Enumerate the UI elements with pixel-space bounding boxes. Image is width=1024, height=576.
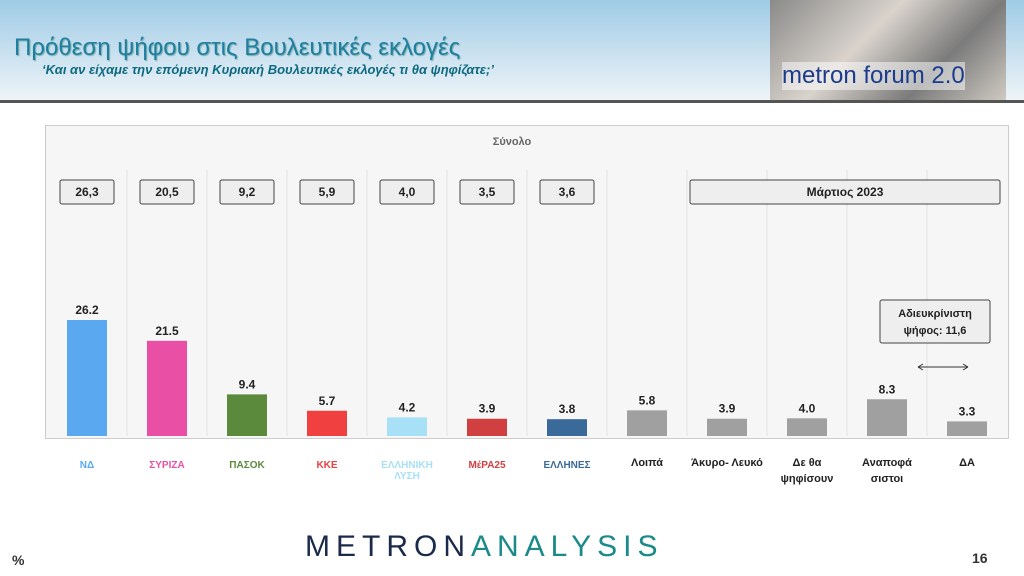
- page-number: 16: [972, 550, 988, 566]
- previous-value: 20,5: [155, 185, 179, 199]
- previous-value-box: [539, 179, 595, 205]
- category-label: Δε θα ψηφίσουν: [780, 457, 834, 485]
- annotation-text: Αδιευκρίνιστη: [898, 308, 972, 320]
- unit-label: %: [12, 552, 25, 568]
- forum-logo: metron forum 2.0: [770, 0, 1006, 100]
- bar: [627, 410, 667, 436]
- party-logo: ΝΔ: [79, 460, 95, 471]
- category-label: ΔΑ: [959, 457, 975, 469]
- bar: [787, 418, 827, 436]
- brand-part: METRON: [305, 530, 471, 563]
- bar: [67, 320, 107, 436]
- annotation-box: [879, 299, 991, 344]
- data-label: 26.2: [75, 303, 99, 317]
- bar: [147, 340, 187, 436]
- category-label: Λοιπά: [631, 457, 663, 469]
- data-label: 4.0: [799, 401, 816, 415]
- party-logo: ΠΑΣΟΚ: [229, 460, 265, 471]
- forum-logo-text: metron forum 2.0: [782, 62, 965, 90]
- bar: [947, 421, 987, 436]
- data-label: 5.8: [639, 393, 656, 407]
- bar: [387, 417, 427, 436]
- data-label: 8.3: [879, 382, 896, 396]
- page-title: Πρόθεση ψήφου στις Βουλευτικές εκλογές: [14, 34, 461, 61]
- bar: [227, 394, 267, 436]
- bar: [867, 399, 907, 436]
- previous-value-box: [139, 179, 195, 205]
- category-label: Αναποφά σιστοι: [862, 457, 912, 485]
- previous-value-box: [379, 179, 435, 205]
- party-logo: ΜέΡΑ25: [468, 460, 506, 471]
- category-label: Άκυρο- Λευκό: [691, 457, 763, 469]
- previous-value-box: [59, 179, 115, 205]
- chart-title: Σύνολο: [493, 136, 532, 148]
- data-label: 5.7: [319, 394, 336, 408]
- previous-value: 26,3: [75, 185, 99, 199]
- annotation-text: ψήφος: 11,6: [904, 325, 967, 337]
- metron-analysis-logo: METRONANALYSIS: [305, 530, 664, 564]
- data-label: 9.4: [239, 377, 256, 391]
- double-arrow-icon: [917, 363, 969, 371]
- previous-period-label: Μάρτιος 2023: [807, 185, 884, 199]
- bar: [307, 410, 347, 436]
- previous-value: 9,2: [239, 185, 256, 199]
- header: Πρόθεση ψήφου στις Βουλευτικές εκλογές ‘…: [0, 0, 1024, 103]
- data-label: 21.5: [155, 324, 179, 338]
- data-label: 3.9: [719, 402, 736, 416]
- page-subtitle: ‘Και αν είχαμε την επόμενη Κυριακή Βουλε…: [42, 62, 494, 77]
- party-logo: ΣΥΡΙΖΑ: [149, 460, 185, 471]
- previous-period-box: [689, 179, 1001, 205]
- previous-value: 3,5: [479, 185, 496, 199]
- bar: [547, 419, 587, 436]
- previous-value: 3,6: [559, 185, 576, 199]
- data-label: 3.3: [959, 404, 976, 418]
- party-logo: ΕΛΛΗΝΙΚΗ ΛΥΣΗ: [381, 460, 433, 482]
- party-logo: ΕΛΛΗΝΕΣ: [543, 460, 591, 471]
- previous-value: 5,9: [319, 185, 336, 199]
- data-label: 4.2: [399, 400, 416, 414]
- data-label: 3.9: [479, 402, 496, 416]
- brand-part: ANALYSIS: [471, 530, 664, 563]
- previous-value-box: [459, 179, 515, 205]
- bar: [707, 418, 747, 436]
- previous-value-box: [299, 179, 355, 205]
- previous-value: 4,0: [399, 185, 416, 199]
- data-label: 3.8: [559, 402, 576, 416]
- bar: [467, 418, 507, 436]
- previous-value-box: [219, 179, 275, 205]
- party-logo: ΚΚΕ: [316, 460, 338, 471]
